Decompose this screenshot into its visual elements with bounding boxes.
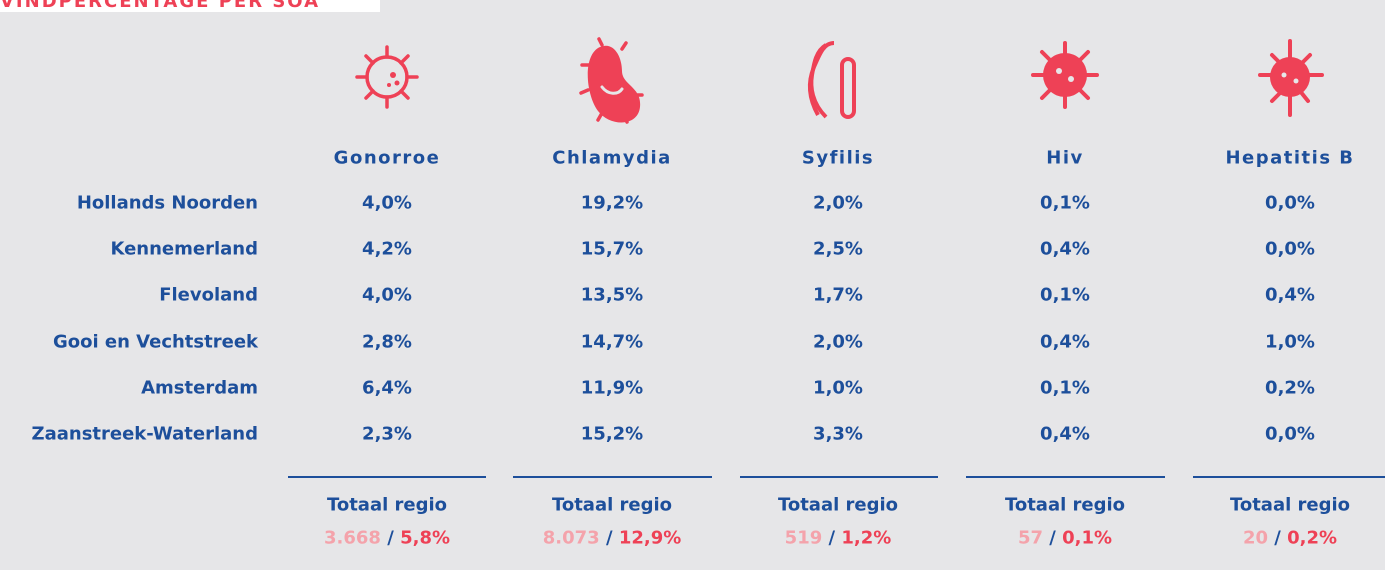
total-label: Totaal regio: [551, 494, 673, 516]
total-label: Totaal regio: [326, 494, 448, 516]
divider: [966, 476, 1165, 478]
divider: [1193, 476, 1385, 478]
cell: 11,9%: [580, 377, 644, 399]
cell: 0,4%: [1040, 238, 1090, 260]
cell: 19,2%: [580, 192, 644, 214]
divider: [288, 476, 486, 478]
cell: 0,2%: [1265, 377, 1315, 399]
cell: 6,4%: [362, 377, 412, 399]
region-label: Gooi en Vechtstreek: [52, 331, 258, 353]
title: VINDPERCENTAGE PER SOA: [0, 0, 321, 12]
cell: 2,5%: [813, 238, 863, 260]
total-values: 3.668 / 5,8%: [324, 528, 450, 549]
total-percent: 1,2%: [841, 527, 892, 549]
cell: 0,0%: [1265, 423, 1315, 445]
cell: 0,0%: [1265, 238, 1315, 260]
total-label: Totaal regio: [777, 494, 899, 516]
icon-syfilis: [807, 41, 856, 119]
cell: 0,1%: [1040, 377, 1090, 399]
region-label: Kennemerland: [110, 238, 258, 260]
total-values: 57 / 0,1%: [1018, 528, 1112, 549]
total-values: 20 / 0,2%: [1243, 528, 1337, 549]
icon-gonorroe: [355, 45, 419, 109]
title-tab: VINDPERCENTAGE PER SOA: [0, 0, 380, 12]
total-values: 519 / 1,2%: [785, 528, 892, 549]
cell: 4,0%: [362, 192, 412, 214]
total-label: Totaal regio: [1229, 494, 1351, 516]
region-label: Zaanstreek-Waterland: [31, 423, 258, 445]
separator: /: [387, 527, 394, 549]
separator: /: [828, 527, 836, 549]
cell: 0,4%: [1265, 284, 1315, 306]
icon-hiv: [1031, 41, 1099, 109]
total-count: 57: [1017, 527, 1043, 549]
cell: 1,0%: [1265, 331, 1315, 353]
cell: 1,7%: [813, 284, 863, 306]
total-label: Totaal regio: [1004, 494, 1126, 516]
cell: 2,0%: [813, 331, 863, 353]
cell: 2,8%: [362, 331, 412, 353]
cell: 0,4%: [1040, 423, 1090, 445]
cell: 1,0%: [813, 377, 863, 399]
region-label: Flevoland: [159, 284, 258, 306]
cell: 0,0%: [1265, 192, 1315, 214]
total-percent: 12,9%: [618, 527, 682, 549]
cell: 0,4%: [1040, 331, 1090, 353]
column-header: Chlamydia: [552, 147, 672, 169]
icon-hepatitis-b: [1258, 39, 1324, 117]
cell: 4,0%: [362, 284, 412, 306]
separator: /: [605, 527, 613, 549]
cell: 2,0%: [813, 192, 863, 214]
cell: 2,3%: [362, 423, 412, 445]
cell: 4,2%: [362, 238, 412, 260]
total-count: 20: [1242, 527, 1268, 549]
cell: 13,5%: [580, 284, 644, 306]
total-count: 8.073: [542, 527, 600, 549]
separator: /: [1274, 527, 1281, 549]
cell: 3,3%: [813, 423, 863, 445]
cell: 0,1%: [1040, 192, 1090, 214]
divider: [513, 476, 712, 478]
cell: 0,1%: [1040, 284, 1090, 306]
icon-chlamydia: [579, 37, 644, 124]
divider: [740, 476, 938, 478]
column-header: Hiv: [1046, 147, 1084, 169]
total-percent: 5,8%: [400, 527, 450, 549]
cell: 15,7%: [580, 238, 644, 260]
region-label: Amsterdam: [141, 377, 258, 399]
column-header: Hepatitis B: [1225, 147, 1355, 169]
cell: 15,2%: [580, 423, 644, 445]
total-values: 8.073 / 12,9%: [543, 528, 682, 549]
column-header: Gonorroe: [333, 147, 441, 169]
total-percent: 0,2%: [1287, 527, 1338, 549]
column-header: Syfilis: [801, 147, 875, 169]
total-count: 3.668: [324, 527, 381, 549]
separator: /: [1049, 527, 1056, 549]
cell: 14,7%: [580, 331, 644, 353]
total-count: 519: [784, 527, 823, 549]
total-percent: 0,1%: [1062, 527, 1113, 549]
region-label: Hollands Noorden: [76, 192, 258, 214]
